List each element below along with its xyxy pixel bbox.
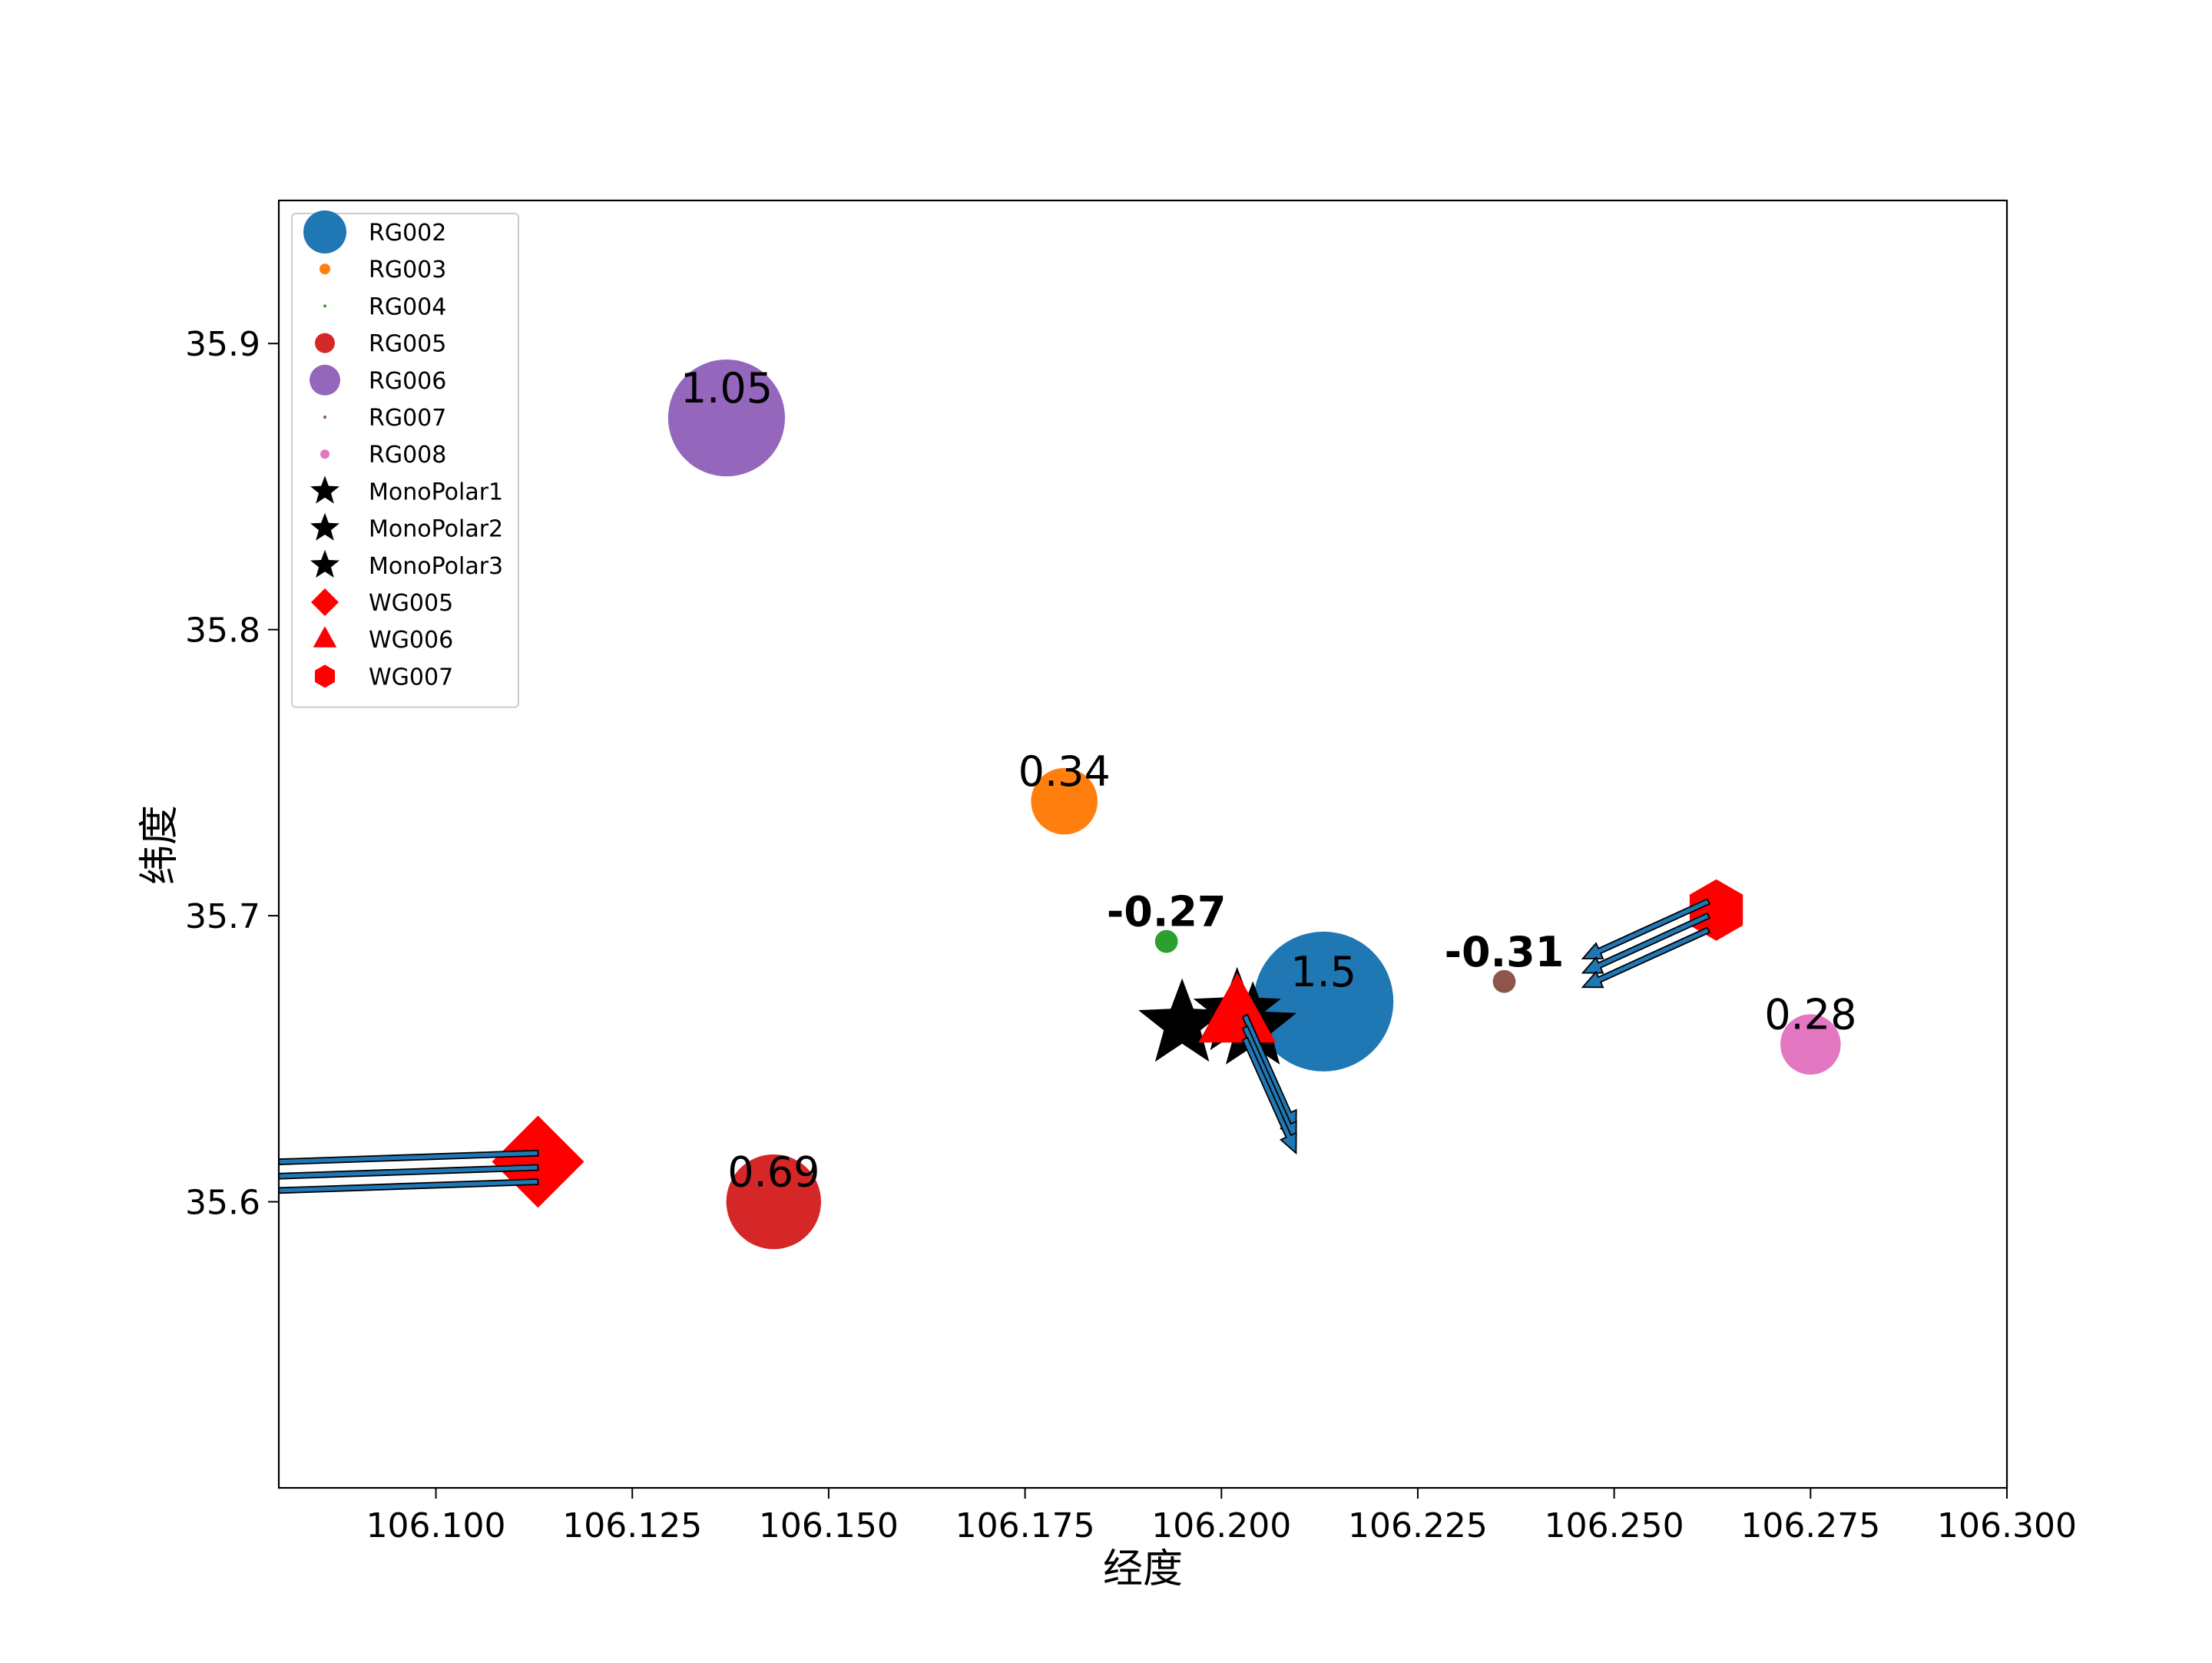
flow-arrow	[1581, 912, 1710, 974]
station-point-rg008	[1780, 1014, 1841, 1075]
legend-marker-rg005	[315, 333, 335, 353]
value-label: -0.31	[1445, 928, 1565, 976]
legend-label: RG002	[369, 220, 446, 247]
y-tick-label: 35.8	[185, 611, 260, 651]
well-marker-wg006	[1198, 972, 1277, 1043]
x-tick-label: 106.100	[366, 1506, 506, 1545]
y-axis-label: 纬度	[137, 805, 183, 885]
monopolar-marker-monopolar1	[1138, 978, 1227, 1062]
value-label: -0.27	[1107, 888, 1227, 936]
x-tick-label: 106.200	[1151, 1506, 1291, 1545]
value-label: 0.69	[727, 1148, 820, 1197]
data-layer	[279, 359, 1841, 1250]
flow-arrow	[1581, 926, 1710, 989]
legend-marker-monopolar3	[310, 549, 339, 578]
x-tick-label: 106.125	[562, 1506, 702, 1545]
flow-arrow	[279, 1178, 539, 1194]
station-point-rg007	[1492, 969, 1516, 993]
well-marker-wg007	[1689, 879, 1743, 941]
legend-label: RG005	[369, 331, 446, 358]
x-tick-label: 106.275	[1740, 1506, 1880, 1545]
legend-label: RG003	[369, 257, 446, 283]
legend: RG002 RG003 RG004 RG005 RG006 RG007 RG008 MonoP…	[291, 210, 519, 708]
legend-marker-monopolar1	[310, 475, 339, 504]
value-label: 1.5	[1290, 948, 1356, 996]
legend-box	[291, 213, 519, 708]
legend-marker-rg006	[310, 364, 340, 396]
legend-label: WG006	[369, 627, 453, 654]
legend-label: RG006	[369, 368, 446, 395]
legend-marker-rg003	[320, 263, 330, 275]
y-tick-label: 35.6	[185, 1184, 260, 1223]
legend-label: MonoPolar2	[369, 516, 503, 543]
legend-label: RG004	[369, 293, 446, 320]
flow-arrow	[279, 1164, 539, 1180]
x-tick-label: 106.175	[955, 1506, 1095, 1545]
x-tick-label: 106.150	[759, 1506, 899, 1545]
x-tick-label: 106.225	[1348, 1506, 1488, 1545]
legend-marker-monopolar2	[310, 512, 339, 541]
flow-arrow	[1241, 1036, 1297, 1155]
flow-arrow	[279, 1149, 539, 1165]
legend-marker-rg007	[323, 416, 326, 419]
x-tick-label: 106.300	[1937, 1506, 2077, 1545]
value-label: 0.34	[1018, 747, 1111, 796]
plot-frame	[277, 199, 2008, 1489]
legend-label: RG008	[369, 442, 446, 469]
legend-marker-wg007	[315, 664, 335, 688]
y-tick-label: 35.7	[185, 897, 260, 936]
flow-arrow	[1581, 898, 1710, 959]
y-axis: 35.6 35.7 35.8 35.9	[185, 325, 279, 1223]
value-labels: 1.5 0.34 -0.27 0.69 1.05 -0.31 0.28	[680, 364, 1857, 1196]
legend-label: MonoPolar3	[369, 553, 503, 580]
value-label: 0.28	[1764, 991, 1856, 1039]
station-point-rg005	[726, 1154, 822, 1250]
station-point-rg004	[1154, 929, 1178, 953]
legend-marker-wg005	[311, 588, 339, 616]
legend-marker-rg008	[320, 449, 329, 459]
station-point-rg003	[1031, 767, 1098, 835]
legend-label: WG007	[369, 664, 453, 691]
legend-marker-wg006	[313, 626, 337, 648]
x-axis: 106.100 106.125 106.150 106.175 106.200 106.2…	[366, 1488, 2077, 1545]
y-tick-label: 35.9	[185, 325, 260, 364]
value-label: 1.05	[680, 364, 773, 412]
legend-label: WG005	[369, 590, 453, 617]
x-tick-label: 106.250	[1545, 1506, 1684, 1545]
legend-label: RG007	[369, 405, 446, 432]
station-point-rg006	[667, 359, 786, 477]
legend-marker-rg004	[323, 304, 326, 308]
legend-label: MonoPolar1	[369, 479, 503, 505]
x-axis-label: 经度	[1103, 1546, 1183, 1592]
station-point-rg002	[1253, 931, 1394, 1072]
legend-marker-rg002	[303, 210, 346, 253]
